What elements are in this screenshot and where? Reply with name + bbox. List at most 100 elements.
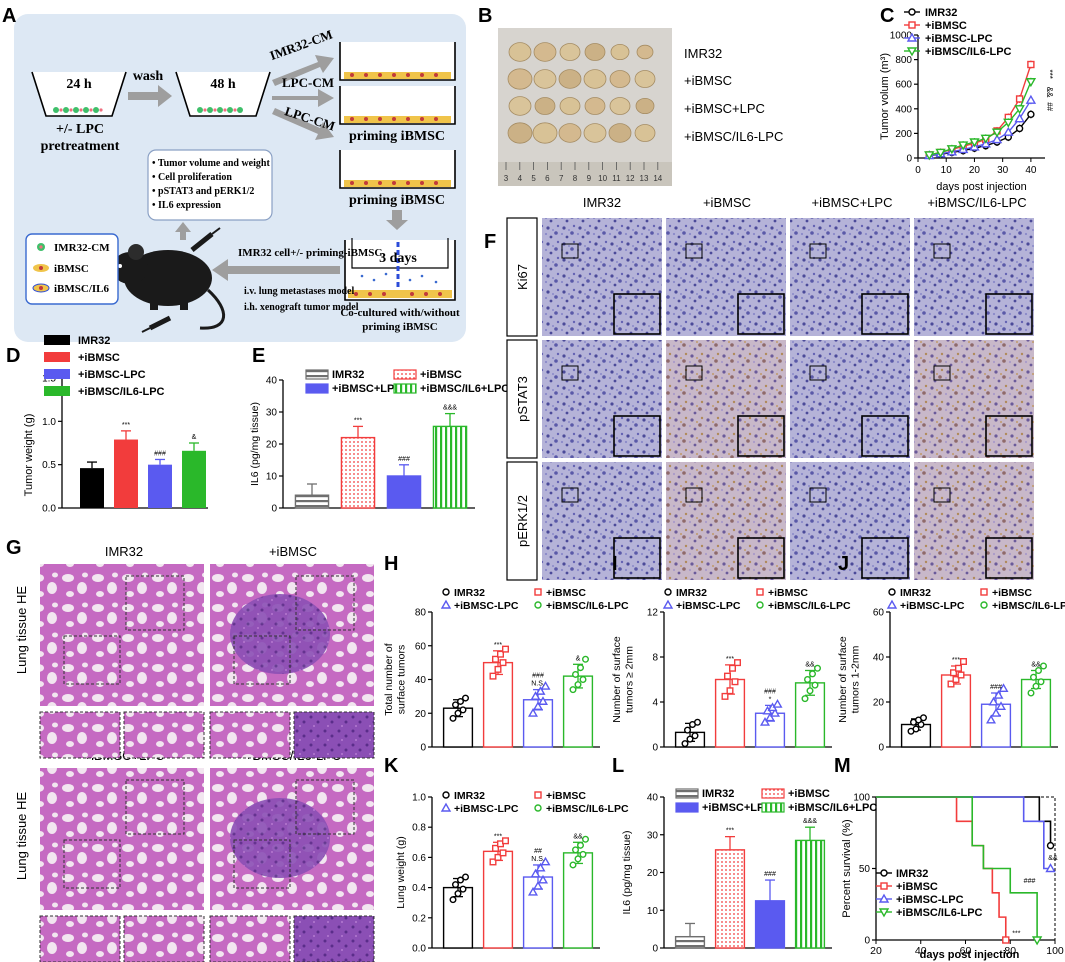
ihc-row-labels: Ki67 pSTAT3 pERK1/2 <box>506 217 538 581</box>
ruler-number: 11 <box>612 174 621 183</box>
k-point <box>459 885 467 893</box>
m-x-tick-label: 100 <box>1046 945 1064 957</box>
syringe-icon-2 <box>141 315 172 333</box>
c-xlabel: days post injection <box>936 181 1027 193</box>
k-point <box>492 844 500 852</box>
h-point <box>449 714 457 722</box>
label-wash: wash <box>133 69 164 84</box>
m-y-tick-label: 50 <box>859 864 871 875</box>
dish-24h: 24 h +/- LPC pretreatment <box>31 71 127 154</box>
ihc-roi <box>933 243 951 259</box>
d-significance: & <box>192 434 197 441</box>
h-legend-marker <box>534 601 542 609</box>
i-point <box>731 678 739 686</box>
ruler-number: 3 <box>504 174 509 183</box>
tumor-2-5 <box>635 97 655 115</box>
tumor-3-1 <box>532 122 558 144</box>
l-significance: *** <box>726 828 734 835</box>
readout-4: IL6 expression <box>158 200 221 211</box>
k-point <box>530 868 541 878</box>
j-legend-label: +iBMSC <box>992 587 1032 599</box>
ihc-roi <box>685 243 703 259</box>
h-significance: *** <box>494 642 502 649</box>
k-y-tick-label: 0.4 <box>412 883 426 894</box>
j-bar-3 <box>1020 678 1052 748</box>
panel-a: A 24 h +/- LPC pretreatment wash 48 h IM… <box>2 5 466 342</box>
e-legend-label: +iBMSC/IL6+LPC <box>420 383 509 395</box>
ihc-zoom-inset <box>861 293 909 335</box>
e-legend-swatch <box>305 383 329 394</box>
ihc-zoom-inset <box>613 415 661 457</box>
lung-weight-chart: 0.0 0.2 0.4 0.6 0.8 1.0 Lung weight (g) *** ##N.… <box>395 790 629 955</box>
i-point <box>772 699 783 708</box>
i-point <box>809 670 817 678</box>
he-metastasis <box>230 798 330 878</box>
d-legend-label: +iBMSC-LPC <box>78 369 146 381</box>
k-point <box>489 858 497 866</box>
m-y-tick-label: 100 <box>853 793 870 804</box>
he-roi <box>125 575 185 631</box>
he-ylabel-bottom: Lung tissue HE <box>14 792 29 880</box>
h-y-tick-label: 20 <box>415 709 427 720</box>
panel-label-i: I <box>612 553 618 575</box>
l-y-tick-label: 0 <box>652 944 658 955</box>
he-zoom-left <box>39 711 121 759</box>
h-point <box>497 650 505 658</box>
h-point <box>582 655 590 663</box>
ruler-number: 5 <box>531 174 536 183</box>
k-point <box>502 837 510 845</box>
m-legend-label: +iBMSC <box>896 881 938 893</box>
e-legend-swatch <box>305 369 329 380</box>
l-ylabel: IL6 (pg/mg tissue) <box>621 830 633 914</box>
panel-f: F IMR32 +iBMSC +iBMSC+LPC +iBMSC/IL6-LPC… <box>484 195 1034 581</box>
k-point <box>527 886 539 896</box>
tumor-1-2 <box>558 69 582 89</box>
i-ylabel-1: tumors ≥ 2mm <box>623 646 635 713</box>
tumor-weight-chart: 0.00.51.01.5Tumor weight (g)***###&IMR32… <box>23 335 208 515</box>
i-point <box>804 676 812 684</box>
l-legend-label: IMR32 <box>702 788 734 800</box>
i-point <box>806 687 814 695</box>
k-ylabel: Lung weight (g) <box>395 836 407 908</box>
i-point <box>721 692 729 700</box>
d-legend-label: +iBMSC/IL6-LPC <box>78 386 165 398</box>
k-point <box>540 856 551 866</box>
j-point <box>995 701 1007 710</box>
ihc-zoom-inset <box>985 293 1033 335</box>
transwell-coculture: 3 days Co-cultured with/without priming … <box>340 238 460 333</box>
j-legend-marker <box>980 601 988 609</box>
c-point <box>1003 118 1014 128</box>
i-point <box>694 718 702 726</box>
j-y-tick-label: 0 <box>878 743 884 754</box>
ruler-number: 6 <box>545 174 550 183</box>
k-point <box>574 855 582 863</box>
i-point <box>769 708 781 717</box>
photo-label-ibmsc: +iBMSC <box>684 73 732 88</box>
ihc-col-imr32: IMR32 <box>583 195 621 210</box>
k-bar-3 <box>562 852 594 949</box>
ihc-zoom-inset <box>613 293 661 335</box>
arrow-imr32-cm <box>272 55 334 86</box>
d-significance: *** <box>122 422 130 429</box>
arrow-up-readouts <box>175 222 191 240</box>
he-roi <box>233 839 291 889</box>
svg-text:• pSTAT3 and pERK1/2: • pSTAT3 and pERK1/2 <box>152 186 254 197</box>
h-point <box>494 665 502 673</box>
svg-text:• Cell proliferation: • Cell proliferation <box>152 172 232 183</box>
c-legend-marker <box>906 47 918 57</box>
he-zoom-right <box>123 711 205 759</box>
d-legend-label: IMR32 <box>78 335 110 347</box>
legend-ibmsc: iBMSC <box>54 263 89 275</box>
label-model-iv: i.v. lung metastases model <box>244 286 355 297</box>
h-y-tick-label: 0 <box>420 743 426 754</box>
k-legend-marker <box>534 791 542 799</box>
c-point <box>1003 126 1014 136</box>
ihc-row-ki67: Ki67 <box>515 264 530 290</box>
i-point <box>764 712 776 722</box>
e-y-tick-label: 0 <box>271 504 277 515</box>
he-zoom-left <box>39 915 121 962</box>
arrow-injection <box>212 259 340 281</box>
photo-label-ibmsc-il6-lpc: +iBMSC/IL6-LPC <box>684 129 783 144</box>
e-legend-label: +iBMSC <box>420 369 462 381</box>
